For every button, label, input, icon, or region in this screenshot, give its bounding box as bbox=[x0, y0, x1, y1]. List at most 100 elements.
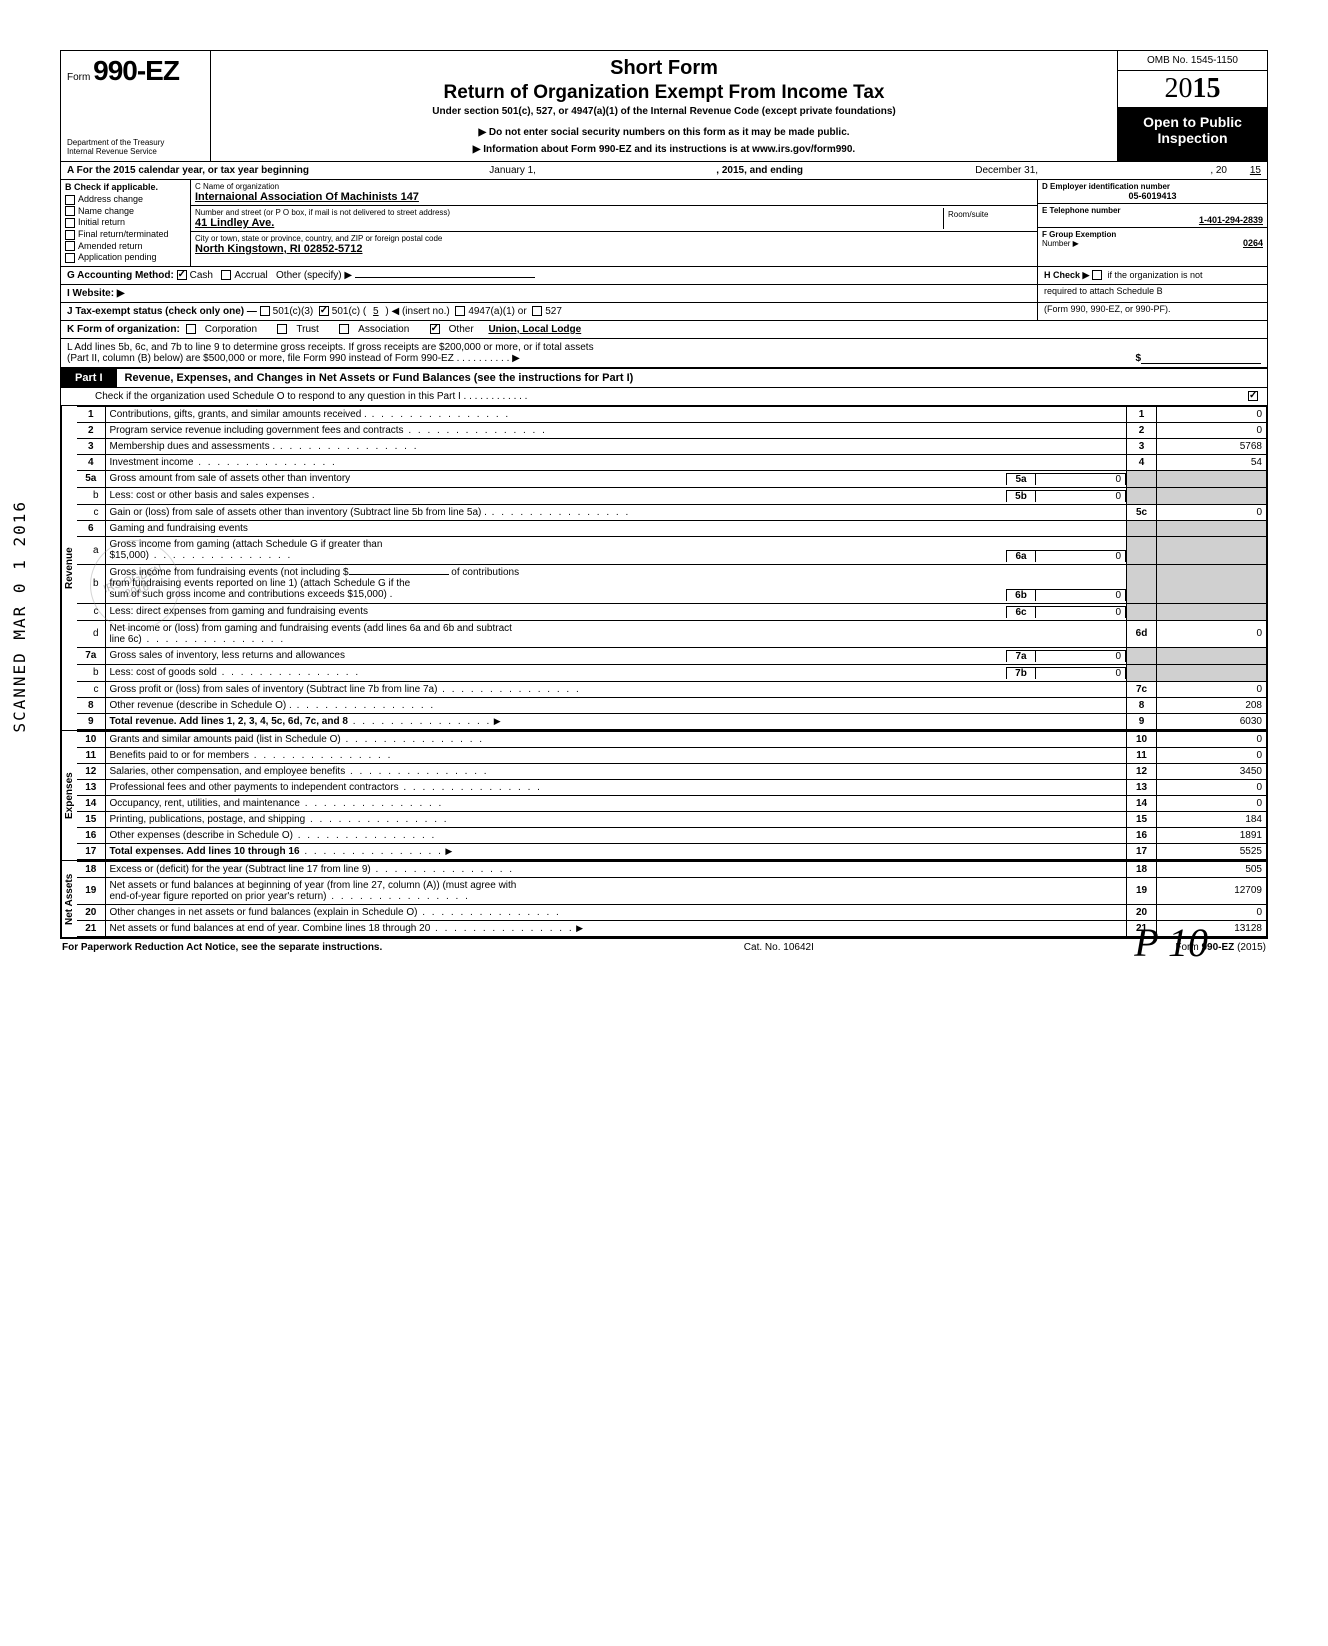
chk-association[interactable] bbox=[339, 324, 349, 334]
row-l-line2: (Part II, column (B) below) are $500,000… bbox=[67, 353, 520, 364]
room-suite: Room/suite bbox=[943, 208, 1033, 229]
line-num: 4 bbox=[77, 454, 105, 470]
chk-4947[interactable] bbox=[455, 306, 465, 316]
chk-address-change[interactable]: Address change bbox=[65, 194, 186, 205]
chk-527[interactable] bbox=[532, 306, 542, 316]
return-title: Return of Organization Exempt From Incom… bbox=[221, 82, 1107, 104]
line-num-r: 14 bbox=[1127, 795, 1157, 811]
line-amount: 0 bbox=[1157, 406, 1267, 422]
chk-initial-return[interactable]: Initial return bbox=[65, 217, 186, 228]
501c3-label: 501(c)(3) bbox=[273, 306, 314, 317]
line-num: 20 bbox=[77, 904, 105, 920]
line-num-r: 5c bbox=[1127, 504, 1157, 520]
line-desc: Gross amount from sale of assets other t… bbox=[110, 473, 1007, 485]
chk-corporation[interactable] bbox=[186, 324, 196, 334]
line-amount: 208 bbox=[1157, 697, 1267, 713]
other-label: Other (specify) ▶ bbox=[276, 270, 352, 281]
line-desc: Investment income bbox=[110, 457, 194, 468]
line-6d: d Net income or (loss) from gaming and fu… bbox=[77, 620, 1267, 647]
shaded-cell bbox=[1127, 470, 1157, 487]
net-assets-section: Net Assets 18Excess or (deficit) for the… bbox=[61, 861, 1267, 938]
line-desc: Less: cost or other basis and sales expe… bbox=[110, 490, 1007, 502]
line-num: 16 bbox=[77, 827, 105, 843]
line-num-r: 1 bbox=[1127, 406, 1157, 422]
revenue-label: Revenue bbox=[61, 406, 77, 730]
line-20: 20 Other changes in net assets or fund ba… bbox=[77, 904, 1267, 920]
col-b-title: B Check if applicable. bbox=[65, 182, 186, 192]
chk-final-return[interactable]: Final return/terminated bbox=[65, 229, 186, 240]
line-num: 15 bbox=[77, 811, 105, 827]
h-text1: H Check ▶ bbox=[1044, 270, 1089, 280]
line-desc: Gross income from gaming (attach Schedul… bbox=[110, 539, 1127, 550]
sub-box-amount: 0 bbox=[1036, 667, 1126, 679]
col-d-to-f: D Employer identification number 05-6019… bbox=[1037, 180, 1267, 266]
chk-other-org[interactable] bbox=[430, 324, 440, 334]
line-11: 11Benefits paid to or for members110 bbox=[77, 747, 1267, 763]
chk-amended-return[interactable]: Amended return bbox=[65, 241, 186, 252]
line-7b: bLess: cost of goods sold7b0 bbox=[77, 664, 1267, 681]
h-cont2: (Form 990, 990-EZ, or 990-PF). bbox=[1037, 303, 1267, 320]
cash-label: Cash bbox=[190, 270, 213, 281]
line-num-r: 3 bbox=[1127, 438, 1157, 454]
tax-year: 2015 bbox=[1118, 71, 1267, 108]
schedule-o-check-text: Check if the organization used Schedule … bbox=[95, 391, 1248, 402]
chk-trust[interactable] bbox=[277, 324, 287, 334]
row-a-begin: January 1, bbox=[313, 165, 712, 176]
h-text4: (Form 990, 990-EZ, or 990-PF). bbox=[1044, 304, 1171, 314]
dept-line2: Internal Revenue Service bbox=[67, 148, 204, 157]
chk-501c3[interactable] bbox=[260, 306, 270, 316]
chk-label: Address change bbox=[78, 194, 143, 204]
line-desc: Net income or (loss) from gaming and fun… bbox=[110, 623, 1123, 634]
chk-label: Name change bbox=[78, 206, 134, 216]
line-desc: Salaries, other compensation, and employ… bbox=[110, 766, 346, 777]
sub-box-amount: 0 bbox=[1036, 550, 1126, 562]
line-num: 2 bbox=[77, 422, 105, 438]
line-desc: Other changes in net assets or fund bala… bbox=[110, 907, 418, 918]
line-16: 16Other expenses (describe in Schedule O… bbox=[77, 827, 1267, 843]
form-footer: For Paperwork Reduction Act Notice, see … bbox=[60, 939, 1268, 956]
form-header: Form 990-EZ Department of the Treasury I… bbox=[61, 51, 1267, 162]
treasury-dept: Department of the Treasury Internal Reve… bbox=[67, 139, 204, 157]
shaded-cell bbox=[1157, 487, 1267, 504]
line-num: b bbox=[77, 664, 105, 681]
line-desc: Grants and similar amounts paid (list in… bbox=[110, 734, 341, 745]
form-number: 990-EZ bbox=[93, 55, 179, 86]
sub-box-amount: 0 bbox=[1036, 650, 1126, 662]
line-15: 15Printing, publications, postage, and s… bbox=[77, 811, 1267, 827]
line-5a: 5aGross amount from sale of assets other… bbox=[77, 470, 1267, 487]
chk-accrual[interactable] bbox=[221, 270, 231, 280]
chk-501c[interactable] bbox=[319, 306, 329, 316]
chk-name-change[interactable]: Name change bbox=[65, 206, 186, 217]
shaded-cell bbox=[1157, 520, 1267, 536]
line-num: 1 bbox=[77, 406, 105, 422]
line-desc: Contributions, gifts, grants, and simila… bbox=[110, 409, 367, 420]
line-amount: 6030 bbox=[1157, 713, 1267, 729]
chk-schedule-b[interactable] bbox=[1092, 270, 1102, 280]
chk-schedule-o[interactable] bbox=[1248, 391, 1258, 401]
line-num: 9 bbox=[77, 713, 105, 729]
form-990ez: Form 990-EZ Department of the Treasury I… bbox=[60, 50, 1268, 939]
chk-application-pending[interactable]: Application pending bbox=[65, 252, 186, 263]
shaded-cell bbox=[1127, 487, 1157, 504]
ein-value: 05-6019413 bbox=[1042, 191, 1263, 201]
line-desc: Program service revenue including govern… bbox=[110, 425, 404, 436]
line-num: d bbox=[77, 620, 105, 647]
row-h: H Check ▶ if the organization is not bbox=[1037, 267, 1267, 284]
row-a-yr-lbl: , 20 bbox=[1210, 165, 1227, 176]
line-17: 17Total expenses. Add lines 10 through 1… bbox=[77, 843, 1267, 859]
501c-label: 501(c) ( bbox=[332, 306, 366, 317]
line-num: 10 bbox=[77, 731, 105, 747]
expenses-label: Expenses bbox=[61, 731, 77, 860]
shaded-cell bbox=[1157, 470, 1267, 487]
row-l-amount[interactable] bbox=[1141, 353, 1261, 364]
line-num-r: 10 bbox=[1127, 731, 1157, 747]
line-desc2: end-of-year figure reported on prior yea… bbox=[110, 891, 327, 902]
other-specify-field[interactable] bbox=[355, 277, 535, 278]
line-5b: bLess: cost or other basis and sales exp… bbox=[77, 487, 1267, 504]
chk-cash[interactable] bbox=[177, 270, 187, 280]
line-12: 12Salaries, other compensation, and empl… bbox=[77, 763, 1267, 779]
shaded-cell bbox=[1127, 520, 1157, 536]
net-assets-label: Net Assets bbox=[61, 861, 77, 937]
line-num-r: 18 bbox=[1127, 861, 1157, 877]
part-1-title: Revenue, Expenses, and Changes in Net As… bbox=[117, 369, 1267, 387]
